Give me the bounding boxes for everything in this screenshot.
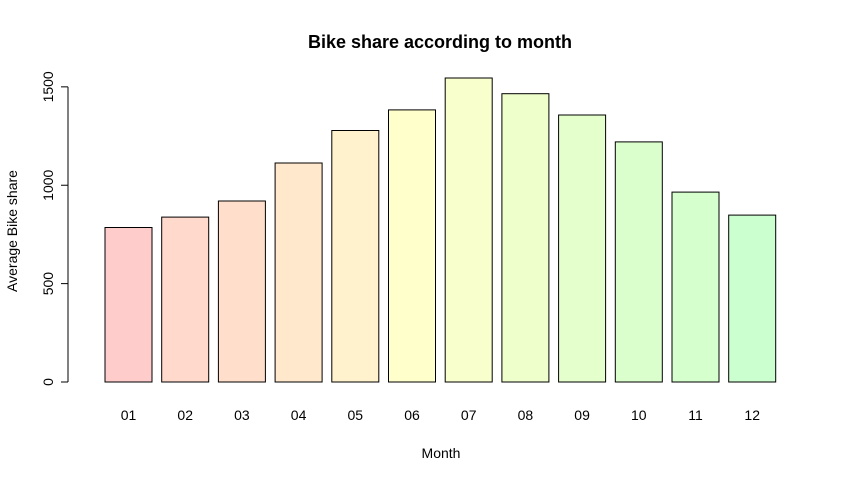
y-ticks: 0 500 1000 1500 bbox=[40, 71, 68, 386]
x-tick-label: 05 bbox=[348, 407, 364, 423]
bar-10 bbox=[614, 141, 663, 383]
bar-01 bbox=[104, 227, 153, 383]
y-tick-label: 500 bbox=[40, 272, 56, 296]
x-axis-title: Month bbox=[422, 445, 461, 461]
x-tick-label: 08 bbox=[518, 407, 534, 423]
bar-08 bbox=[501, 93, 550, 383]
x-tick-label: 04 bbox=[291, 407, 307, 423]
y-tick-label: 1500 bbox=[40, 71, 56, 102]
x-tick-label: 02 bbox=[177, 407, 193, 423]
x-tick-label: 10 bbox=[631, 407, 647, 423]
bar-12 bbox=[728, 214, 777, 383]
bar-09 bbox=[558, 114, 607, 383]
x-tick-label: 06 bbox=[404, 407, 420, 423]
chart-title: Bike share according to month bbox=[308, 32, 572, 52]
plot-area bbox=[104, 77, 777, 383]
bar-04 bbox=[274, 162, 323, 383]
y-tick-label: 1000 bbox=[40, 169, 56, 200]
x-tick-label: 03 bbox=[234, 407, 250, 423]
bar-11 bbox=[671, 191, 720, 383]
y-axis-title: Average Bike share bbox=[4, 170, 20, 292]
x-tick-label: 01 bbox=[121, 407, 137, 423]
bar-02 bbox=[161, 216, 210, 383]
bar-07 bbox=[444, 77, 493, 383]
x-tick-label: 07 bbox=[461, 407, 477, 423]
y-tick-label: 0 bbox=[40, 378, 56, 386]
bar-03 bbox=[217, 200, 266, 383]
x-tick-label: 09 bbox=[574, 407, 590, 423]
x-tick-label: 11 bbox=[688, 407, 703, 423]
bar-05 bbox=[331, 130, 380, 383]
x-tick-labels: 01 02 03 04 05 06 07 08 09 10 11 12 bbox=[121, 407, 760, 423]
bar-06 bbox=[388, 109, 436, 383]
x-tick-label: 12 bbox=[744, 407, 760, 423]
